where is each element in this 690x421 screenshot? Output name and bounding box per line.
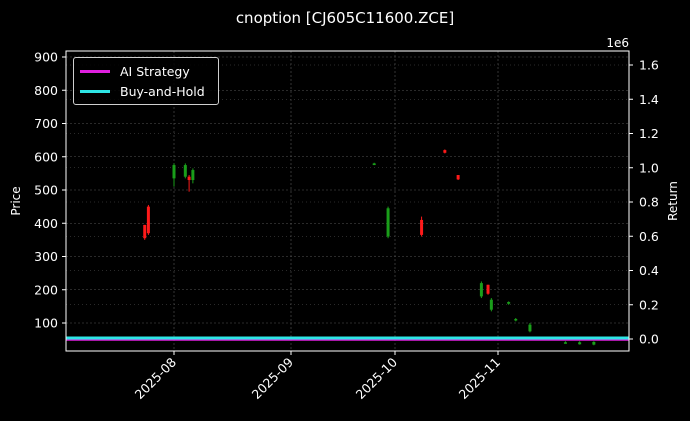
ai-strategy-swatch-icon: [80, 69, 110, 73]
svg-text:600: 600: [34, 149, 58, 164]
svg-text:0.8: 0.8: [639, 195, 659, 210]
svg-text:0.4: 0.4: [639, 263, 659, 278]
svg-text:0.2: 0.2: [639, 297, 659, 312]
svg-text:2025-09: 2025-09: [249, 354, 297, 402]
legend-label: Buy-and-Hold: [120, 83, 205, 99]
svg-text:800: 800: [34, 83, 58, 98]
svg-text:2025-10: 2025-10: [353, 354, 401, 402]
svg-text:900: 900: [34, 50, 58, 65]
svg-text:1.4: 1.4: [639, 92, 659, 107]
svg-text:200: 200: [34, 282, 58, 297]
svg-text:700: 700: [34, 116, 58, 131]
plot-frame: [65, 50, 630, 352]
svg-text:2025-11: 2025-11: [456, 355, 504, 403]
return-lines: [66, 336, 629, 341]
legend-item-buy-and-hold: Buy-and-Hold: [80, 82, 205, 100]
svg-text:0.0: 0.0: [639, 332, 659, 347]
legend-label: AI Strategy: [120, 63, 190, 79]
svg-text:1.6: 1.6: [639, 58, 659, 73]
return-axis-label: Return: [666, 181, 680, 221]
svg-text:300: 300: [34, 249, 58, 264]
svg-text:1.2: 1.2: [639, 126, 659, 141]
legend: AI Strategy Buy-and-Hold: [73, 57, 219, 105]
svg-text:2025-08: 2025-08: [132, 354, 180, 402]
grid-lines: [66, 51, 629, 351]
date-axis: 2025-08 2025-09 2025-10 2025-11: [132, 351, 504, 403]
chart-title: cnoption [CJ605C11600.ZCE]: [236, 9, 454, 27]
price-axis: 100 200 300 400 500 600 700 800 900: [34, 50, 66, 331]
candlesticks: [143, 149, 596, 346]
buy-and-hold-swatch-icon: [80, 89, 110, 93]
price-axis-label: Price: [9, 186, 23, 215]
svg-text:0.6: 0.6: [639, 229, 659, 244]
svg-text:1.0: 1.0: [639, 160, 659, 175]
return-axis: 0.0 0.2 0.4 0.6 0.8 1.0 1.2 1.4 1.6: [629, 58, 659, 347]
legend-item-ai-strategy: AI Strategy: [80, 62, 190, 80]
svg-text:400: 400: [34, 216, 58, 231]
svg-text:500: 500: [34, 183, 58, 198]
return-axis-offset: 1e6: [606, 36, 629, 50]
svg-text:100: 100: [34, 316, 58, 331]
